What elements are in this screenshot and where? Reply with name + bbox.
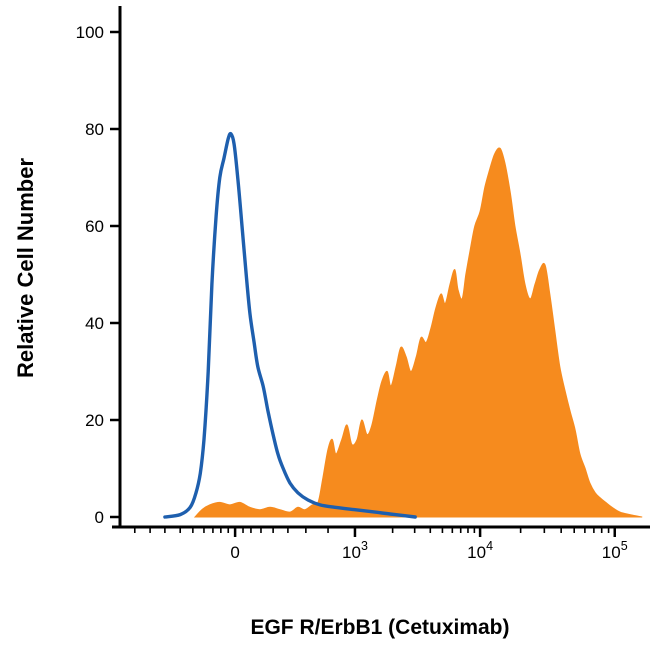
y-tick-label: 0 (95, 508, 104, 527)
x-tick-label: 0 (230, 543, 239, 562)
x-tick-label: 104 (467, 539, 493, 562)
y-tick-label: 40 (85, 314, 104, 333)
x-axis-title: EGF R/ErbB1 (Cetuximab) (250, 616, 510, 639)
y-tick-label: 20 (85, 411, 104, 430)
y-axis-title: Relative Cell Number (13, 157, 38, 379)
x-tick-label: 105 (602, 539, 628, 562)
y-tick-label: 80 (85, 120, 104, 139)
y-tick-label: 60 (85, 217, 104, 236)
orange-filled-histogram (193, 147, 643, 518)
blue-outline-histogram (163, 131, 417, 519)
y-tick-label: 100 (76, 23, 104, 42)
x-tick-label: 103 (342, 539, 368, 562)
